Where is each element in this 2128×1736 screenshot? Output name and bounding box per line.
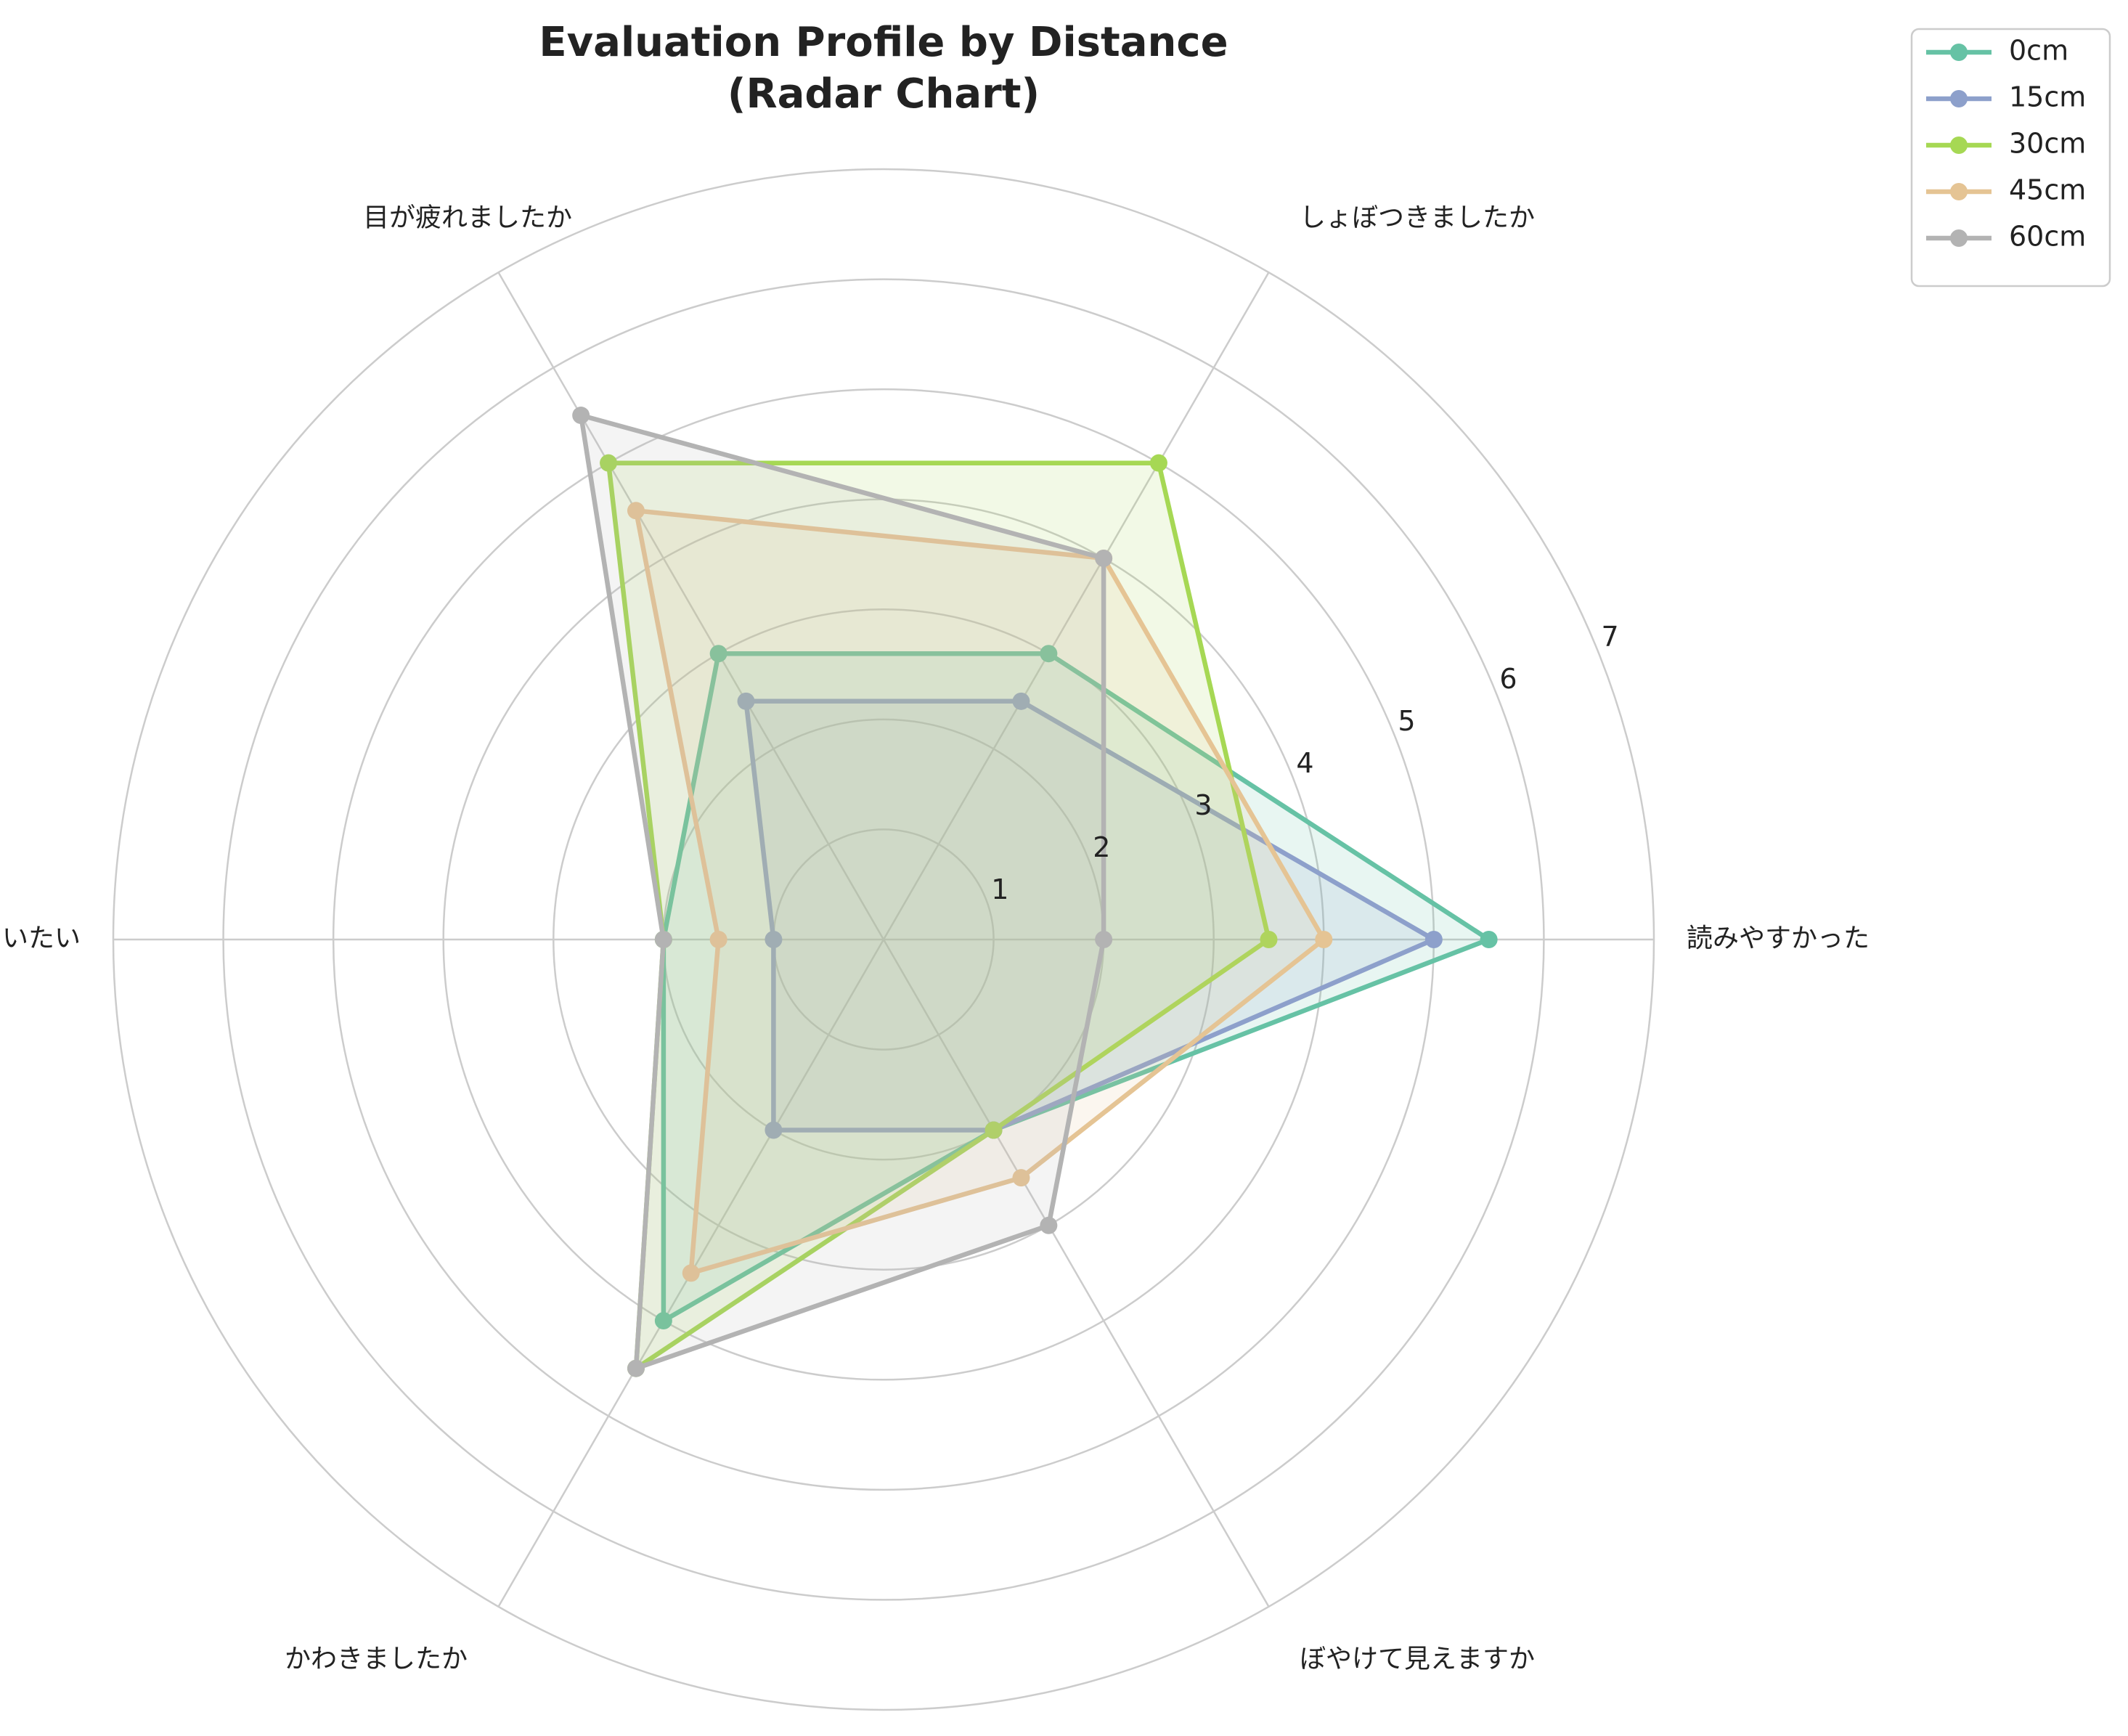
legend-label-0cm: 0cm — [2009, 35, 2068, 67]
point-0cm-2 — [709, 645, 727, 663]
point-45cm-3 — [709, 931, 727, 948]
point-15cm-1 — [1012, 692, 1030, 710]
point-0cm-1 — [1040, 645, 1058, 663]
series-fill-45cm — [636, 510, 1324, 1274]
point-60cm-1 — [1095, 549, 1113, 567]
point-30cm-0 — [1260, 931, 1278, 948]
point-45cm-2 — [627, 502, 645, 520]
category-label-4: かわきましたか — [285, 1644, 468, 1674]
legend-label-45cm: 45cm — [2009, 174, 2086, 206]
legend-marker-30cm — [1950, 136, 1968, 154]
point-0cm-4 — [654, 1312, 672, 1330]
series-layer — [572, 407, 1498, 1377]
series-fill-60cm — [581, 415, 1104, 1369]
point-60cm-2 — [572, 407, 590, 425]
category-label-3: いたい — [2, 924, 81, 953]
point-15cm-2 — [737, 692, 755, 710]
point-15cm-0 — [1424, 931, 1443, 948]
point-60cm-3 — [654, 931, 672, 948]
category-label-1: しょぼつきましたか — [1300, 203, 1535, 233]
tick-label-6: 6 — [1499, 663, 1517, 695]
legend-item-45cm: 45cm — [1926, 174, 2086, 206]
tick-label-7: 7 — [1601, 621, 1618, 653]
point-60cm-4 — [627, 1359, 645, 1377]
point-60cm-5 — [1040, 1216, 1058, 1234]
legend-marker-45cm — [1950, 183, 1968, 200]
spoke-1 — [882, 272, 1270, 940]
point-30cm-1 — [1149, 454, 1167, 472]
point-15cm-4 — [765, 1121, 783, 1139]
spoke-5 — [882, 939, 1270, 1607]
category-label-0: 読みやすかった — [1687, 924, 1870, 953]
series-60cm — [572, 407, 1113, 1377]
point-30cm-2 — [600, 454, 618, 472]
series-fill-15cm — [746, 701, 1434, 1130]
legend-marker-15cm — [1950, 90, 1968, 107]
point-15cm-3 — [765, 931, 783, 948]
legend-marker-0cm — [1950, 44, 1968, 61]
series-fill-0cm — [663, 653, 1489, 1321]
tick-label-5: 5 — [1398, 705, 1415, 737]
spoke-2 — [497, 272, 885, 940]
point-60cm-0 — [1095, 931, 1113, 948]
legend: 0cm 15cm 30cm 45cm 60cm — [1910, 28, 2111, 288]
legend-item-0cm: 0cm — [1926, 35, 2068, 67]
tick-label-3: 3 — [1194, 789, 1212, 821]
point-45cm-5 — [1012, 1169, 1030, 1187]
point-0cm-0 — [1480, 931, 1498, 948]
point-30cm-5 — [984, 1121, 1003, 1139]
chart-title-line1: Evaluation Profile by Distance — [539, 19, 1228, 66]
legend-item-15cm: 15cm — [1926, 81, 2086, 113]
category-label-5: ぼやけて見えますか — [1300, 1644, 1535, 1674]
point-45cm-4 — [682, 1264, 700, 1282]
legend-marker-60cm — [1950, 229, 1968, 247]
chart-title-line2: (Radar Chart) — [727, 70, 1040, 118]
legend-label-60cm: 60cm — [2009, 221, 2086, 253]
legend-label-15cm: 15cm — [2009, 81, 2086, 113]
legend-item-60cm: 60cm — [1926, 221, 2086, 253]
category-label-2: 目が疲れましたか — [363, 203, 572, 233]
tick-label-2: 2 — [1093, 831, 1110, 863]
tick-label-4: 4 — [1296, 747, 1313, 779]
tick-label-1: 1 — [991, 873, 1008, 905]
point-45cm-0 — [1315, 931, 1333, 948]
legend-item-30cm: 30cm — [1926, 128, 2086, 160]
radial-tick-labels: 1 2 3 4 5 6 7 — [991, 621, 1618, 905]
legend-label-30cm: 30cm — [2009, 128, 2086, 160]
